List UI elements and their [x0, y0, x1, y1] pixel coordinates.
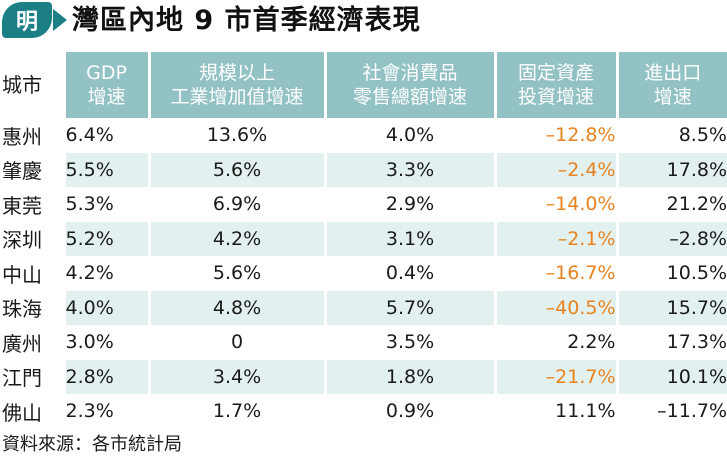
column-header-line: 增速 — [87, 86, 126, 108]
value-cell-fixed: 2.2% — [495, 325, 619, 360]
value-cell-trade: –2.8% — [617, 221, 727, 256]
column-header-line: 進出口 — [644, 62, 702, 84]
city-name-cell: 江門 — [0, 359, 66, 394]
column-header-city: 城市 — [0, 52, 66, 118]
value-cell-industrial: 1.7% — [149, 394, 327, 429]
ming-pao-logo: 明 — [2, 2, 52, 38]
city-name-cell: 珠海 — [0, 290, 66, 325]
column-header-line: 增速 — [653, 86, 692, 108]
table-body: 惠州 6.4% 13.6% 4.0% –12.8% 8.5% 肇慶 5.5% 5.6% 3.3% –… — [0, 118, 727, 429]
value-cell-industrial: 5.6% — [149, 256, 327, 291]
economic-table: 城市 GDP 增速 規模以上 工業增加值增速 社會消費品 零售總額增速 固定資產 投資增速 進出口… — [0, 52, 727, 429]
value-cell-gdp: 2.8% — [64, 359, 151, 394]
value-cell-retail: 3.5% — [325, 325, 497, 360]
title-bar: 明 灣區內地 9 市首季經濟表現 — [0, 0, 727, 44]
table-row: 惠州 6.4% 13.6% 4.0% –12.8% 8.5% — [0, 118, 727, 153]
value-cell-fixed: –2.1% — [495, 221, 619, 256]
column-header-line: 固定資產 — [517, 62, 594, 84]
table-row: 佛山 2.3% 1.7% 0.9% 11.1% –11.7% — [0, 394, 727, 429]
table-row: 肇慶 5.5% 5.6% 3.3% –2.4% 17.8% — [0, 152, 727, 187]
column-header-line: 工業增加值增速 — [170, 86, 304, 108]
table-row: 深圳 5.2% 4.2% 3.1% –2.1% –2.8% — [0, 221, 727, 256]
value-cell-industrial: 0 — [149, 325, 327, 360]
value-cell-fixed: –21.7% — [495, 359, 619, 394]
value-cell-gdp: 5.5% — [64, 152, 151, 187]
value-cell-gdp: 5.3% — [64, 187, 151, 222]
column-header-line: 城市 — [2, 73, 42, 97]
chart-title: 灣區內地 9 市首季經濟表現 — [72, 5, 421, 36]
value-cell-industrial: 13.6% — [149, 118, 327, 153]
table-row: 江門 2.8% 3.4% 1.8% –21.7% 10.1% — [0, 359, 727, 394]
column-header-line: 投資增速 — [517, 86, 594, 108]
value-cell-gdp: 5.2% — [64, 221, 151, 256]
value-cell-gdp: 6.4% — [64, 118, 151, 153]
city-name-cell: 廣州 — [0, 325, 66, 360]
value-cell-fixed: –12.8% — [495, 118, 619, 153]
value-cell-gdp: 4.2% — [64, 256, 151, 291]
logo-char: 明 — [15, 9, 38, 35]
value-cell-retail: 0.4% — [325, 256, 497, 291]
column-header-gdp: GDP 增速 — [64, 52, 151, 118]
value-cell-trade: –11.7% — [617, 394, 727, 429]
city-name-cell: 惠州 — [0, 118, 66, 153]
title-arrow-icon — [53, 9, 67, 31]
value-cell-trade: 17.3% — [617, 325, 727, 360]
value-cell-retail: 0.9% — [325, 394, 497, 429]
value-cell-fixed: 11.1% — [495, 394, 619, 429]
value-cell-gdp: 2.3% — [64, 394, 151, 429]
city-name-cell: 肇慶 — [0, 152, 66, 187]
table-row: 珠海 4.0% 4.8% 5.7% –40.5% 15.7% — [0, 290, 727, 325]
value-cell-industrial: 3.4% — [149, 359, 327, 394]
column-header-line: 規模以上 — [198, 62, 275, 84]
column-header-industrial: 規模以上 工業增加值增速 — [149, 52, 327, 118]
column-header-line: GDP — [86, 62, 127, 84]
value-cell-retail: 1.8% — [325, 359, 497, 394]
value-cell-gdp: 4.0% — [64, 290, 151, 325]
city-name-cell: 中山 — [0, 256, 66, 291]
column-header-fixed: 固定資產 投資增速 — [495, 52, 619, 118]
table-row: 中山 4.2% 5.6% 0.4% –16.7% 10.5% — [0, 256, 727, 291]
value-cell-industrial: 4.2% — [149, 221, 327, 256]
value-cell-fixed: –14.0% — [495, 187, 619, 222]
table-header-row: 城市 GDP 增速 規模以上 工業增加值增速 社會消費品 零售總額增速 固定資產 投資增速 進出口… — [0, 52, 727, 118]
value-cell-retail: 3.1% — [325, 221, 497, 256]
value-cell-trade: 10.1% — [617, 359, 727, 394]
city-name-cell: 深圳 — [0, 221, 66, 256]
value-cell-fixed: –16.7% — [495, 256, 619, 291]
column-header-retail: 社會消費品 零售總額增速 — [325, 52, 497, 118]
column-header-line: 零售總額增速 — [352, 86, 467, 108]
value-cell-trade: 8.5% — [617, 118, 727, 153]
column-header-line: 社會消費品 — [362, 62, 458, 84]
value-cell-retail: 3.3% — [325, 152, 497, 187]
value-cell-trade: 17.8% — [617, 152, 727, 187]
value-cell-retail: 2.9% — [325, 187, 497, 222]
city-name-cell: 東莞 — [0, 187, 66, 222]
table-row: 東莞 5.3% 6.9% 2.9% –14.0% 21.2% — [0, 187, 727, 222]
table-row: 廣州 3.0% 0 3.5% 2.2% 17.3% — [0, 325, 727, 360]
value-cell-trade: 10.5% — [617, 256, 727, 291]
value-cell-fixed: –40.5% — [495, 290, 619, 325]
value-cell-gdp: 3.0% — [64, 325, 151, 360]
value-cell-fixed: –2.4% — [495, 152, 619, 187]
value-cell-retail: 5.7% — [325, 290, 497, 325]
value-cell-trade: 21.2% — [617, 187, 727, 222]
value-cell-industrial: 5.6% — [149, 152, 327, 187]
value-cell-trade: 15.7% — [617, 290, 727, 325]
value-cell-industrial: 4.8% — [149, 290, 327, 325]
column-header-trade: 進出口 增速 — [617, 52, 727, 118]
city-name-cell: 佛山 — [0, 394, 66, 429]
value-cell-industrial: 6.9% — [149, 187, 327, 222]
value-cell-retail: 4.0% — [325, 118, 497, 153]
source-note: 資料來源：各市統計局 — [2, 434, 182, 455]
